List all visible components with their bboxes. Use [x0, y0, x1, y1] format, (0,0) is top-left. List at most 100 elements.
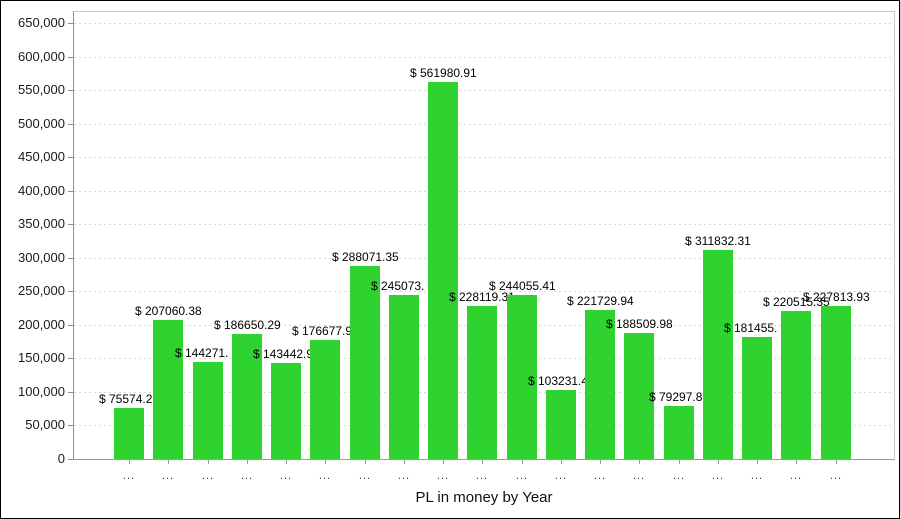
x-tick: [757, 460, 758, 464]
x-category-label: ...: [161, 470, 175, 482]
bar: [271, 363, 301, 459]
bar: [821, 306, 851, 459]
y-tick-label: 400,000: [18, 183, 65, 198]
bar-value-label: $ 207060.38: [135, 304, 202, 318]
y-tick: [68, 291, 73, 292]
bar-value-label: $ 75574.2: [99, 392, 153, 406]
y-tick: [68, 425, 73, 426]
x-tick: [443, 460, 444, 464]
y-tick-label: 100,000: [18, 384, 65, 399]
x-category-label: ...: [358, 470, 372, 482]
y-tick: [68, 191, 73, 192]
bar-value-label: $ 228119.31: [449, 290, 515, 304]
bar-value-label: $ 79297.8: [649, 390, 703, 404]
x-tick: [247, 460, 248, 464]
y-gridline: [74, 291, 894, 292]
y-tick-label: 150,000: [18, 350, 65, 365]
x-category-label: ...: [279, 470, 293, 482]
x-category-label: ...: [711, 470, 725, 482]
x-tick: [561, 460, 562, 464]
bar: [232, 334, 262, 459]
y-tick: [68, 23, 73, 24]
x-category-label: ...: [672, 470, 686, 482]
bar: [703, 250, 733, 459]
bar-value-label: $ 244055.41: [489, 279, 556, 293]
y-tick-label: 350,000: [18, 216, 65, 231]
bar-value-label: $ 103231.4: [528, 374, 589, 388]
y-tick: [68, 157, 73, 158]
x-tick: [365, 460, 366, 464]
bar-value-label: $ 176677.9: [292, 324, 353, 338]
x-tick: [168, 460, 169, 464]
x-category-label: ...: [632, 470, 646, 482]
bar: [350, 266, 380, 459]
x-category-label: ...: [240, 470, 254, 482]
bar-value-label: $ 186650.29: [214, 318, 281, 332]
bar: [428, 82, 458, 459]
y-tick: [68, 325, 73, 326]
x-category-label: ...: [436, 470, 450, 482]
x-category-label: ...: [397, 470, 411, 482]
y-tick: [68, 124, 73, 125]
bar: [114, 408, 144, 459]
bar-value-label: $ 144271.: [175, 346, 229, 360]
x-tick: [286, 460, 287, 464]
bar-value-label: $ 245073.: [371, 279, 425, 293]
y-gridline: [74, 124, 894, 125]
bar: [507, 295, 537, 459]
y-gridline: [74, 258, 894, 259]
x-tick: [600, 460, 601, 464]
x-tick: [482, 460, 483, 464]
bar-value-label: $ 561980.91: [410, 66, 477, 80]
bar: [389, 295, 419, 459]
y-tick: [68, 224, 73, 225]
x-tick: [796, 460, 797, 464]
x-tick: [836, 460, 837, 464]
x-tick: [129, 460, 130, 464]
y-tick-label: 500,000: [18, 116, 65, 131]
y-gridline: [74, 90, 894, 91]
y-tick-label: 300,000: [18, 250, 65, 265]
y-tick: [68, 459, 73, 460]
plot-area: [73, 11, 895, 460]
x-category-label: ...: [318, 470, 332, 482]
y-gridline: [74, 191, 894, 192]
x-tick: [639, 460, 640, 464]
y-tick-label: 600,000: [18, 49, 65, 64]
y-tick-label: 0: [57, 451, 65, 466]
x-tick: [718, 460, 719, 464]
x-category-label: ...: [554, 470, 568, 482]
y-gridline: [74, 224, 894, 225]
x-tick: [522, 460, 523, 464]
y-gridline: [74, 23, 894, 24]
x-category-label: ...: [750, 470, 764, 482]
bar-value-label: $ 181455.: [724, 321, 778, 335]
bar: [585, 310, 615, 459]
x-category-label: ...: [515, 470, 529, 482]
x-tick: [325, 460, 326, 464]
y-gridline: [74, 157, 894, 158]
x-category-label: ...: [122, 470, 136, 482]
y-tick-label: 250,000: [18, 283, 65, 298]
x-tick: [208, 460, 209, 464]
y-tick-label: 50,000: [25, 417, 65, 432]
y-tick-label: 650,000: [18, 15, 65, 30]
x-category-label: ...: [789, 470, 803, 482]
bar-value-label: $ 227813.93: [803, 290, 870, 304]
y-tick: [68, 57, 73, 58]
y-tick: [68, 258, 73, 259]
bar: [742, 337, 772, 459]
bar: [310, 340, 340, 459]
bar: [153, 320, 183, 459]
y-tick-label: 550,000: [18, 82, 65, 97]
bar-value-label: $ 220515.35: [763, 295, 830, 309]
y-tick: [68, 358, 73, 359]
x-category-label: ...: [829, 470, 843, 482]
x-category-label: ...: [201, 470, 215, 482]
x-axis-title: PL in money by Year: [415, 489, 553, 506]
bar-value-label: $ 188509.98: [606, 317, 673, 331]
bar: [781, 311, 811, 459]
bar-value-label: $ 311832.31: [685, 234, 751, 248]
x-tick: [679, 460, 680, 464]
